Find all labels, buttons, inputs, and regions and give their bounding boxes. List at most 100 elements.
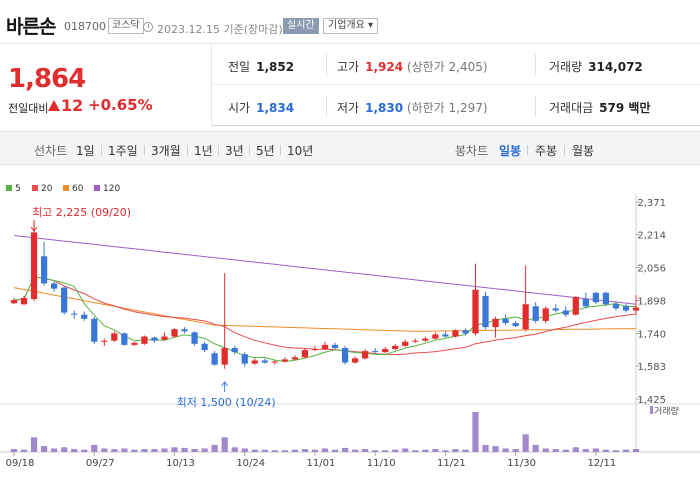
candle-chart: 5 20 60 120 2,371 2,214 2,056 1,898 1,740 1,5… (0, 176, 700, 490)
tab-separator (101, 145, 102, 155)
volume-bar (612, 450, 620, 452)
candle-body (141, 336, 148, 344)
volume-bar (10, 449, 18, 452)
legend-swatch (94, 185, 100, 191)
volume-legend-swatch (650, 406, 653, 414)
x-tick-label: 11/10 (367, 458, 396, 469)
tab-1y[interactable]: 1년 (194, 144, 213, 158)
stock-name[interactable]: 바른손 (6, 16, 56, 38)
low-annotation: 최저 1,500 (10/24) (177, 396, 276, 409)
stat-sub: (하한가 1,297) (406, 101, 488, 115)
candle-body (321, 344, 329, 350)
volume-bar (191, 449, 198, 452)
candle-body (632, 307, 640, 311)
volume-bar (602, 449, 610, 452)
stat-value: 1,830 (365, 101, 404, 115)
volume-bar (291, 449, 299, 452)
volume-bar (151, 449, 158, 452)
volume-bar (392, 449, 399, 452)
candle-body (341, 347, 349, 363)
volume-bar (552, 449, 559, 452)
tab-monthly[interactable]: 월봉 (572, 144, 595, 158)
candle-body (10, 300, 18, 304)
volume-bar (402, 448, 409, 452)
tab-daily[interactable]: 일봉 (499, 144, 522, 158)
stats-row: 시가 1,834 저가 1,830 (하한가 1,297) 거래대금 579 백만 (212, 85, 700, 126)
volume-bar (71, 449, 78, 452)
candle-body (442, 334, 449, 337)
volume-bar (542, 448, 549, 452)
stock-code: 018700 (64, 20, 106, 33)
candle-body (151, 337, 158, 341)
tab-1d[interactable]: 1일 (76, 144, 95, 158)
realtime-button[interactable]: 실시간 (283, 18, 319, 34)
candle-chart-label: 봉차트 (455, 144, 489, 158)
legend-swatch (63, 185, 69, 191)
x-tick-label: 11/21 (437, 458, 466, 469)
stock-header: 바른손 018700 코스닥 2023.12.15 기준(장마감) 실시간 기업… (0, 0, 700, 44)
tab-5y[interactable]: 5년 (256, 144, 275, 158)
volume-bar (462, 449, 469, 452)
x-tick-label: 10/24 (236, 458, 265, 469)
candle-body (251, 360, 258, 364)
company-overview-dropdown[interactable]: 기업개요 ▾ (323, 18, 378, 34)
stat-label: 전일 (228, 60, 251, 74)
candle-body (171, 329, 178, 337)
volume-bar (61, 447, 68, 452)
candle-body (512, 322, 519, 327)
candle-body (432, 334, 439, 339)
stat-label: 시가 (228, 101, 251, 115)
stat-amount: 거래대금 579 백만 (549, 99, 650, 116)
candle-body (362, 351, 369, 359)
legend-ma60: 60 (63, 184, 83, 194)
volume-bar (512, 449, 519, 452)
candle-body (51, 283, 58, 289)
change-label: 전일대비 (8, 102, 49, 115)
volume-bar (422, 449, 429, 452)
volume-bar (241, 448, 248, 452)
volume-bar (161, 448, 168, 452)
tab-separator (527, 145, 528, 155)
y-tick-label: 1,898 (637, 297, 666, 308)
chart-tabbar: 선차트 1일 1주일 3개월 1년 3년 5년 10년 봉차트 일봉 주봉 월봉 (0, 131, 700, 165)
stats-row: 전일 1,852 고가 1,924 (상한가 2,405) 거래량 314,072 (212, 44, 700, 85)
volume-bar (51, 448, 58, 452)
volume-bar (91, 444, 98, 452)
candle-body (61, 287, 68, 313)
candle-body (542, 308, 549, 321)
price-panel: 1,864 전일대비 12 +0.65% (0, 44, 212, 126)
stat-sub: (상한가 2,405) (406, 60, 488, 74)
tab-3m[interactable]: 3개월 (151, 144, 181, 158)
volume-bar (572, 447, 579, 452)
tab-separator (280, 145, 281, 155)
x-tick-label: 10/13 (166, 458, 195, 469)
reference-date: 2023.12.15 기준(장마감) (157, 23, 283, 36)
volume-bar (251, 449, 258, 452)
volume-bar (562, 449, 569, 452)
volume-bar (382, 450, 389, 452)
tab-weekly[interactable]: 주봉 (535, 144, 558, 158)
y-tick-label: 2,056 (637, 264, 666, 275)
tab-1w[interactable]: 1주일 (108, 144, 138, 158)
divider (326, 54, 327, 76)
tab-10y[interactable]: 10년 (287, 144, 314, 158)
candle-body (522, 304, 529, 330)
volume-bar (131, 449, 138, 452)
candle-body (502, 318, 509, 323)
legend-swatch (6, 185, 12, 191)
candle-body (532, 306, 539, 321)
volume-bar (492, 446, 499, 452)
candle-body (121, 333, 128, 345)
volume-bar (231, 447, 238, 452)
volume-bar (171, 447, 178, 452)
stat-value: 579 백만 (599, 101, 651, 115)
candle-body (462, 330, 469, 334)
stat-high: 고가 1,924 (상한가 2,405) (337, 58, 488, 75)
stat-value: 1,852 (256, 60, 295, 74)
tab-3y[interactable]: 3년 (225, 144, 244, 158)
volume-bar (351, 449, 359, 452)
divider (535, 95, 536, 117)
tab-separator (249, 145, 250, 155)
volume-bar (432, 449, 439, 452)
